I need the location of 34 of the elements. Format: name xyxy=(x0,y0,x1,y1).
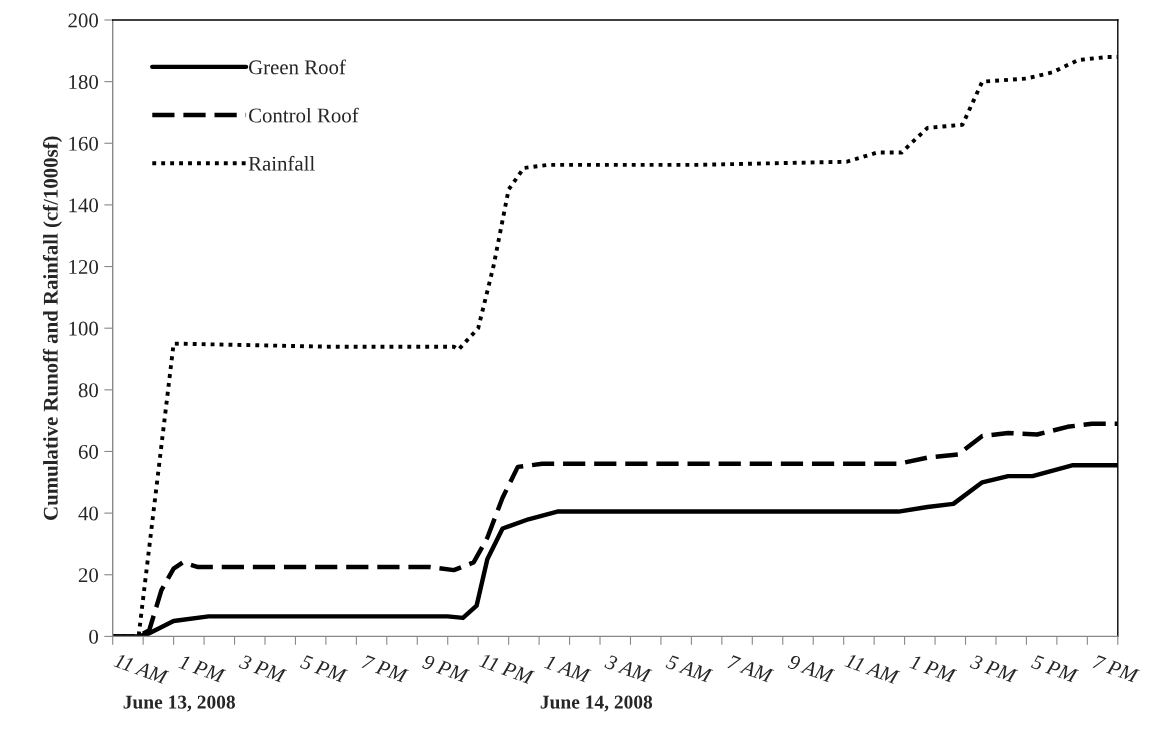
legend-label: Control Roof xyxy=(248,107,359,123)
x-tick-label: 7 PM xyxy=(361,654,409,684)
x-tick-label: 11 AM xyxy=(844,653,901,685)
x-tick-label: 9 AM xyxy=(787,654,836,684)
y-tick-label: 160 xyxy=(69,136,99,151)
x-tick-label: 9 PM xyxy=(421,654,470,684)
y-tick-label: 200 xyxy=(68,13,99,28)
y-axis-title: Cumulative Runoff and Rainfall (cf/1000sf) xyxy=(42,136,63,520)
x-tick-label: 7 AM xyxy=(727,654,775,684)
y-tick-label: 120 xyxy=(69,259,99,274)
x-tick-label: 3 PM xyxy=(238,654,288,684)
x-tick-label: 5 PM xyxy=(1030,654,1079,684)
y-tick-label: 60 xyxy=(78,444,99,459)
x-tick-label: 7 PM xyxy=(1092,654,1140,684)
y-tick-label: 140 xyxy=(69,198,99,213)
x-tick-label: 1 PM xyxy=(909,654,958,684)
y-tick-label: 80 xyxy=(78,383,99,398)
x-tick-label: 11 PM xyxy=(478,652,535,685)
x-tick-label: 1 AM xyxy=(544,654,592,684)
y-tick-label: 40 xyxy=(78,506,99,521)
legend-label: Green Roof xyxy=(248,59,346,75)
x-tick-label: 11 AM xyxy=(113,653,170,685)
y-tick-label: 0 xyxy=(89,629,99,644)
text: June 14, 2008 xyxy=(540,695,653,712)
x-tick-label: 5 AM xyxy=(665,654,714,684)
y-tick-label: 100 xyxy=(69,321,99,336)
text: June 13, 2008 xyxy=(123,695,235,712)
y-tick-label: 180 xyxy=(69,75,99,90)
x-tick-label: 5 PM xyxy=(299,654,348,684)
x-tick-label: 3 AM xyxy=(604,654,653,684)
y-tick-label: 20 xyxy=(78,568,99,583)
legend-label: Rainfall xyxy=(248,155,315,171)
x-tick-label: 3 PM xyxy=(969,654,1019,684)
x-tick-label: 1 PM xyxy=(178,654,227,684)
